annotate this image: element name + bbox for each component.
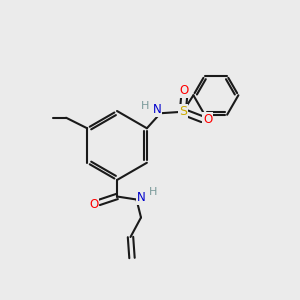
Text: S: S (179, 105, 187, 118)
Text: H: H (149, 187, 157, 197)
Text: O: O (203, 113, 212, 126)
Text: N: N (152, 103, 161, 116)
Text: N: N (136, 190, 146, 204)
Text: H: H (141, 101, 150, 111)
Text: O: O (180, 84, 189, 97)
Text: O: O (89, 198, 98, 212)
